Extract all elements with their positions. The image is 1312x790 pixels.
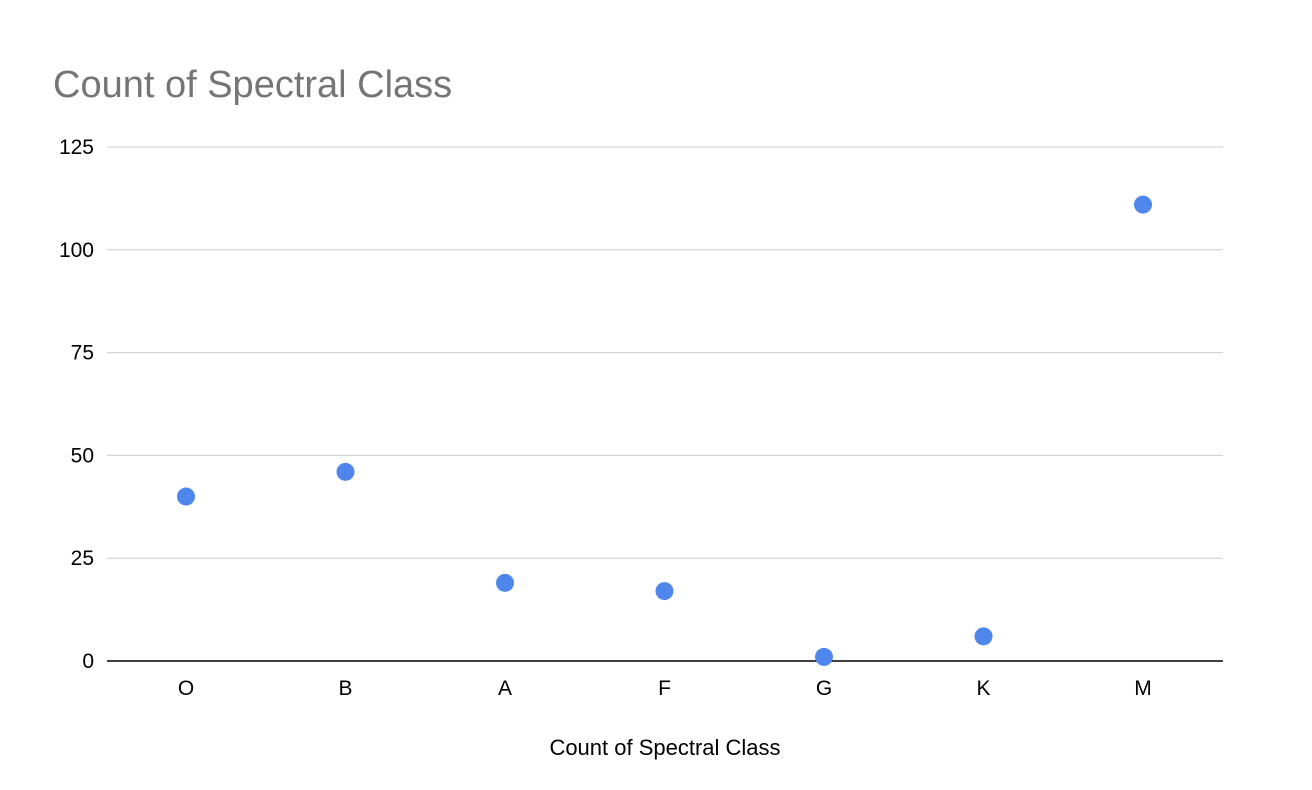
- chart-title: Count of Spectral Class: [53, 64, 453, 106]
- data-point-b[interactable]: [336, 462, 355, 481]
- data-point-o[interactable]: [177, 487, 195, 506]
- x-tick-label-m: M: [1134, 677, 1152, 700]
- data-point-f[interactable]: [655, 582, 674, 601]
- x-tick-label-b: B: [338, 677, 352, 700]
- y-tick-label: 100: [59, 239, 94, 262]
- y-tick-label: 0: [82, 650, 94, 673]
- data-point-m[interactable]: [1134, 195, 1152, 214]
- x-tick-label-o: O: [178, 677, 194, 700]
- x-tick-label-k: K: [976, 677, 990, 700]
- x-tick-label-a: A: [498, 677, 512, 700]
- data-point-a[interactable]: [496, 573, 514, 592]
- x-tick-label-g: G: [816, 677, 832, 700]
- x-tick-label-f: F: [658, 677, 671, 700]
- y-tick-label: 75: [71, 342, 94, 365]
- gridlines: [107, 146, 1223, 662]
- x-axis-label: Count of Spectral Class: [549, 735, 780, 760]
- y-tick-label: 25: [71, 547, 94, 570]
- data-point-g[interactable]: [815, 647, 833, 666]
- data-points: [177, 195, 1152, 666]
- data-point-k[interactable]: [974, 627, 993, 646]
- y-tick-label: 50: [71, 444, 94, 467]
- y-axis-ticks: 0 25 50 75 100 125: [59, 136, 94, 673]
- y-tick-label: 125: [59, 136, 94, 159]
